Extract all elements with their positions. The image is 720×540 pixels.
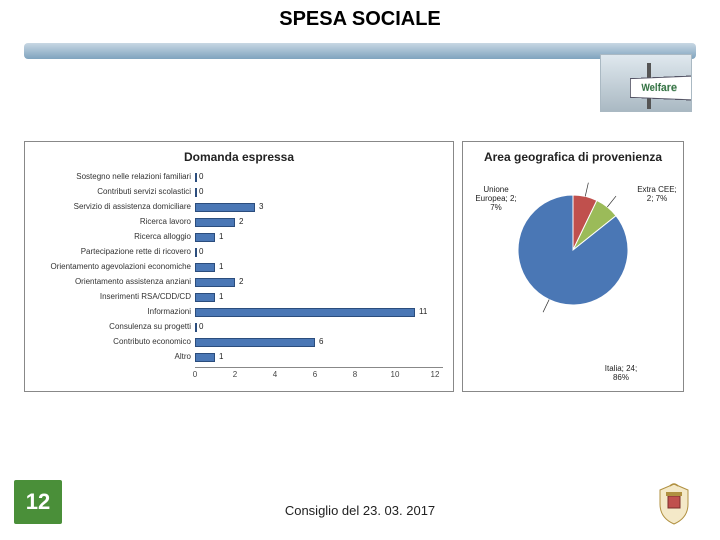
bar-label: Ricerca alloggio [35, 233, 195, 241]
bar-label: Ricerca lavoro [35, 218, 195, 226]
bar-row: Ricerca lavoro 2 [35, 215, 443, 229]
bar-track: 0 [195, 248, 443, 257]
x-tick: 0 [193, 370, 197, 379]
bar-track: 1 [195, 353, 443, 362]
bar [195, 338, 315, 347]
bar-track: 1 [195, 293, 443, 302]
bar [195, 233, 215, 242]
bar-row: Sostegno nelle relazioni familiari 0 [35, 170, 443, 184]
bar-track: 6 [195, 338, 443, 347]
bar-label: Orientamento assistenza anziani [35, 278, 195, 286]
bar-chart-area: Sostegno nelle relazioni familiari0Contr… [35, 170, 443, 364]
page-title: SPESA SOCIALE [0, 0, 720, 31]
bar [195, 353, 215, 362]
x-tick: 4 [273, 370, 277, 379]
welfare-signpost-image: Welfare [600, 54, 692, 112]
bar-label: Altro [35, 353, 195, 361]
x-tick: 12 [431, 370, 440, 379]
bar-value: 2 [239, 217, 243, 226]
pie-chart-box: Area geografica di provenienza Unione Eu… [462, 141, 684, 392]
bar [195, 248, 197, 257]
x-tick: 8 [353, 370, 357, 379]
bar-track: 2 [195, 218, 443, 227]
pie-label-italia: Italia; 24; 86% [597, 365, 645, 383]
bar-label: Partecipazione rette di ricovero [35, 248, 195, 256]
footer-text: Consiglio del 23. 03. 2017 [285, 503, 435, 518]
x-tick: 10 [391, 370, 400, 379]
bar-row: Consulenza su progetti 0 [35, 320, 443, 334]
bar-track: 3 [195, 203, 443, 212]
pie-chart-title: Area geografica di provenienza [471, 150, 675, 164]
bar-row: Informazioni 11 [35, 305, 443, 319]
bar-label: Inserimenti RSA/CDD/CD [35, 293, 195, 301]
bar [195, 203, 255, 212]
bar-value: 1 [219, 232, 223, 241]
bar-row: Inserimenti RSA/CDD/CD 1 [35, 290, 443, 304]
bar-label: Informazioni [35, 308, 195, 316]
bar [195, 263, 215, 272]
pie-label-ue: Unione Europea; 2; 7% [469, 186, 523, 212]
bar-row: Altro 1 [35, 350, 443, 364]
bar [195, 278, 235, 287]
bar-value: 0 [199, 322, 203, 331]
pie-leader [585, 183, 588, 197]
x-tick: 2 [233, 370, 237, 379]
bar-row: Orientamento agevolazioni economiche 1 [35, 260, 443, 274]
bar-value: 0 [199, 172, 203, 181]
pie-leader [543, 300, 549, 313]
bar-value: 1 [219, 352, 223, 361]
bar-label: Servizio di assistenza domiciliare [35, 203, 195, 211]
bar-row: Contributi servizi scolastici 0 [35, 185, 443, 199]
bar-row: Contributo economico 6 [35, 335, 443, 349]
bar-value: 0 [199, 187, 203, 196]
title-underline [24, 43, 696, 59]
bar-value: 0 [199, 247, 203, 256]
bar-track: 0 [195, 323, 443, 332]
bar-label: Orientamento agevolazioni economiche [35, 263, 195, 271]
pie-label-extra-cee: Extra CEE; 2; 7% [635, 186, 679, 204]
bar-track: 1 [195, 233, 443, 242]
bar-row: Servizio di assistenza domiciliare 3 [35, 200, 443, 214]
bar-track: 2 [195, 278, 443, 287]
bar-chart-x-axis: 0 2 4 6 8 10 12 [195, 367, 443, 381]
bar-value: 1 [219, 292, 223, 301]
bar-chart-title: Domanda espressa [35, 150, 443, 164]
bar-value: 11 [419, 307, 427, 316]
municipal-seal-icon [656, 482, 692, 526]
page-number: 12 [14, 480, 62, 524]
bar [195, 308, 415, 317]
bar-track: 1 [195, 263, 443, 272]
bar-value: 1 [219, 262, 223, 271]
bar-chart-box: Domanda espressa Sostegno nelle relazion… [24, 141, 454, 392]
bar-value: 2 [239, 277, 243, 286]
bar [195, 188, 197, 197]
bar-row: Orientamento assistenza anziani 2 [35, 275, 443, 289]
bar-row: Partecipazione rette di ricovero 0 [35, 245, 443, 259]
bar [195, 218, 235, 227]
bar-track: 0 [195, 188, 443, 197]
welfare-sign-label: Welfare [630, 75, 692, 100]
bar-value: 3 [259, 202, 263, 211]
bar-row: Ricerca alloggio 1 [35, 230, 443, 244]
bar-track: 0 [195, 173, 443, 182]
bar [195, 323, 197, 332]
pie-leader [607, 196, 616, 207]
bar-label: Sostegno nelle relazioni familiari [35, 173, 195, 181]
bar [195, 173, 197, 182]
bar-label: Contributo economico [35, 338, 195, 346]
bar-track: 11 [195, 308, 443, 317]
bar-label: Consulenza su progetti [35, 323, 195, 331]
x-tick: 6 [313, 370, 317, 379]
bar-label: Contributi servizi scolastici [35, 188, 195, 196]
bar [195, 293, 215, 302]
bar-value: 6 [319, 337, 323, 346]
